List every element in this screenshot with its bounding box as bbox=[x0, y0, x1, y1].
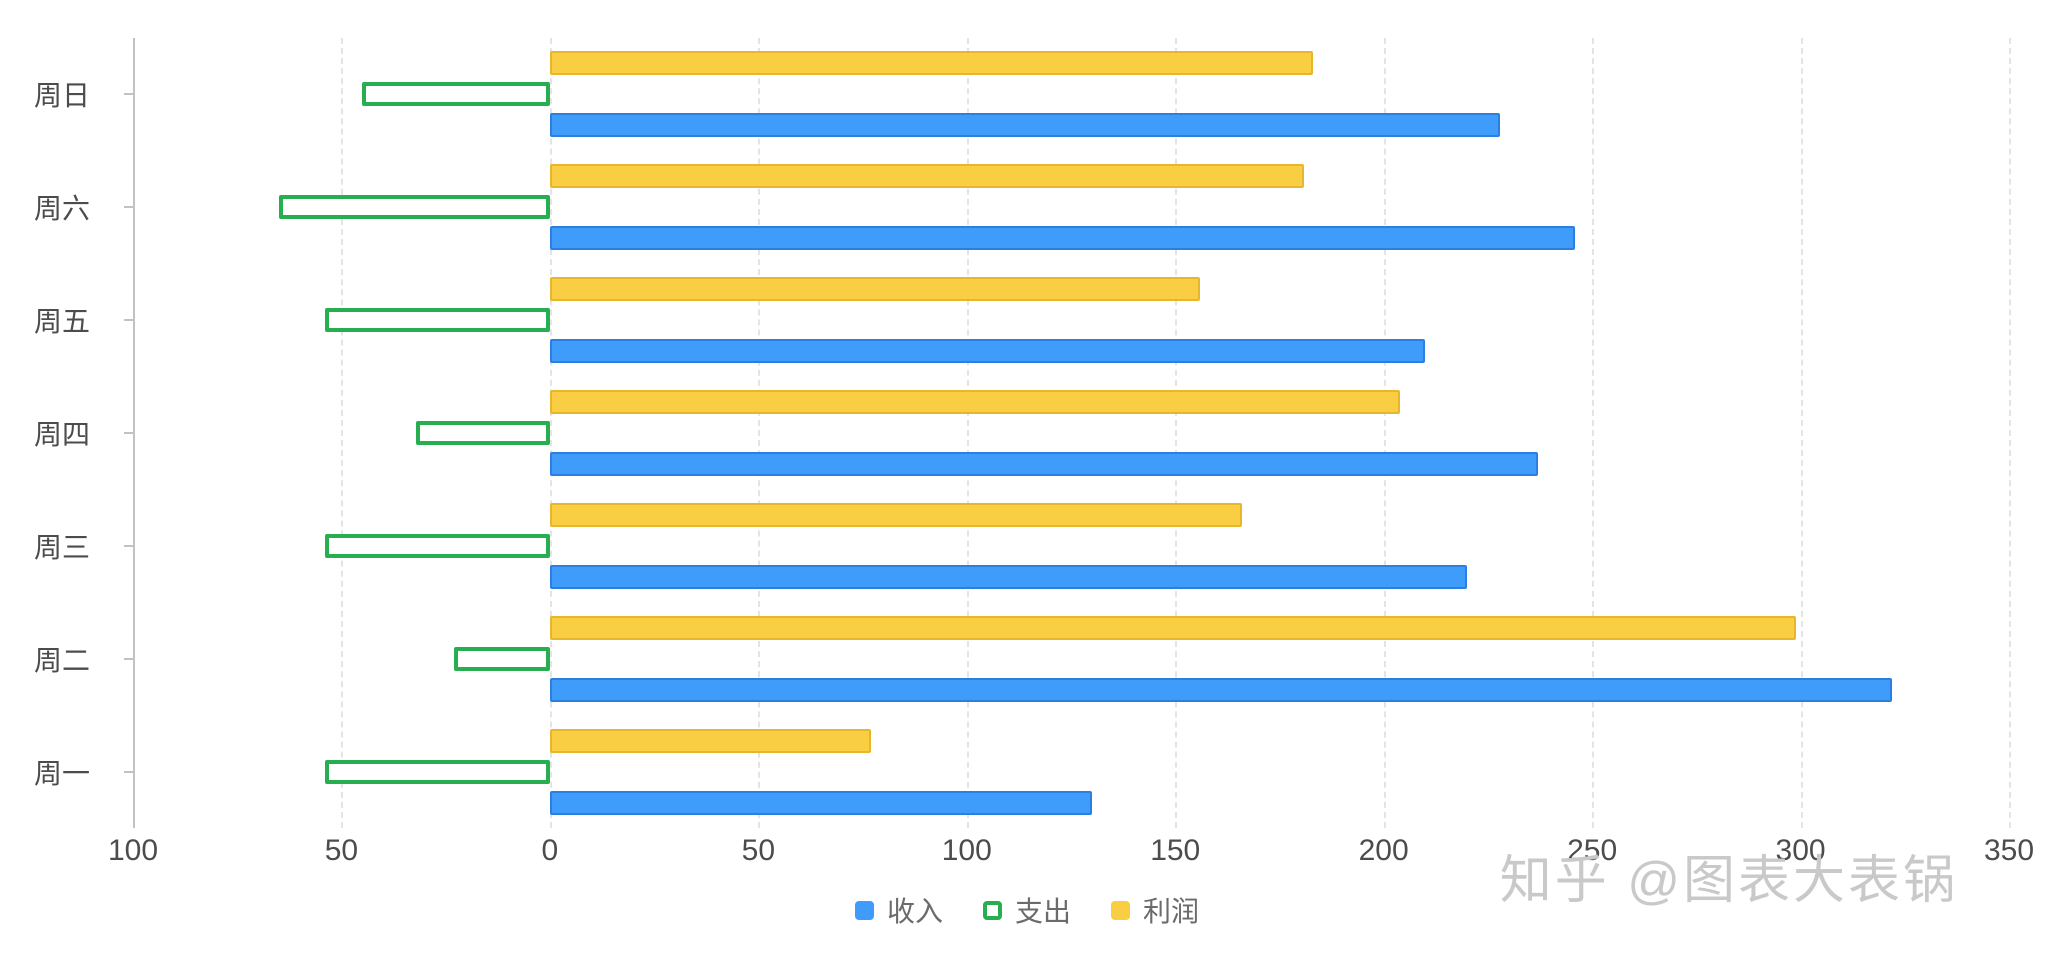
bar-profit-sun[interactable] bbox=[549, 51, 1313, 76]
category-band-sun bbox=[133, 38, 2009, 151]
x-gridline bbox=[2009, 38, 2011, 828]
plot-area bbox=[133, 38, 2011, 828]
x-gridline bbox=[1175, 38, 1178, 828]
x-axis-tick-label: 50 bbox=[324, 834, 359, 867]
y-axis-tick bbox=[124, 544, 133, 547]
bar-row bbox=[133, 646, 2009, 671]
legend-label-income: 收入 bbox=[886, 896, 943, 927]
y-axis-tick bbox=[124, 657, 133, 660]
y-axis-category-label: 周二 bbox=[33, 644, 90, 676]
bar-row bbox=[133, 420, 2009, 445]
category-band-sat bbox=[133, 151, 2009, 264]
bar-expense-tue[interactable] bbox=[454, 646, 550, 671]
bar-profit-sat[interactable] bbox=[549, 164, 1305, 189]
y-axis-tick bbox=[124, 432, 133, 434]
bar-income-thu[interactable] bbox=[549, 451, 1538, 476]
category-band-thu bbox=[133, 377, 2009, 490]
legend-swatch-income bbox=[854, 900, 874, 920]
bar-income-sun[interactable] bbox=[549, 113, 1501, 138]
y-axis-line bbox=[133, 38, 135, 828]
bar-row bbox=[133, 677, 2009, 702]
category-band-tue bbox=[133, 602, 2009, 715]
x-gridline bbox=[758, 38, 761, 828]
y-axis-category-label: 周四 bbox=[33, 419, 90, 450]
y-axis-category-label: 周三 bbox=[33, 531, 90, 563]
bar-profit-tue[interactable] bbox=[549, 615, 1797, 640]
y-axis-category-label: 周六 bbox=[33, 193, 90, 225]
bar-profit-wed[interactable] bbox=[549, 502, 1242, 527]
bar-income-fri[interactable] bbox=[549, 339, 1426, 364]
legend-swatch-expense bbox=[982, 900, 1002, 920]
bar-row bbox=[133, 195, 2009, 220]
x-axis-tick-label: 0 bbox=[541, 834, 559, 867]
bar-row bbox=[133, 51, 2009, 76]
y-axis-tick bbox=[124, 770, 133, 773]
bar-expense-fri[interactable] bbox=[324, 308, 550, 333]
legend-label-profit: 利润 bbox=[1143, 896, 1200, 927]
y-axis-category-label: 周日 bbox=[33, 80, 90, 112]
y-axis-tick bbox=[124, 206, 133, 209]
bar-row bbox=[133, 82, 2009, 107]
y-axis-category-label: 周一 bbox=[33, 757, 90, 789]
y-axis-tick bbox=[124, 319, 133, 322]
legend-item-income[interactable]: 收入 bbox=[854, 890, 943, 930]
bar-row bbox=[133, 759, 2009, 784]
bar-row bbox=[133, 226, 2009, 251]
bar-row bbox=[133, 502, 2009, 527]
category-band-fri bbox=[133, 264, 2009, 377]
bar-row bbox=[133, 389, 2009, 414]
x-axis-tick-label: 350 bbox=[1983, 834, 2035, 867]
x-gridline bbox=[1592, 38, 1595, 828]
legend-label-expense: 支出 bbox=[1014, 896, 1071, 927]
bar-row bbox=[133, 790, 2009, 815]
category-band-wed bbox=[133, 489, 2009, 602]
x-axis-tick-label: 100 bbox=[941, 834, 992, 867]
bar-row bbox=[133, 308, 2009, 333]
x-gridline bbox=[966, 38, 969, 828]
bar-income-tue[interactable] bbox=[549, 677, 1893, 702]
bar-expense-mon[interactable] bbox=[324, 759, 550, 784]
category-band-mon bbox=[133, 715, 2009, 828]
bar-profit-mon[interactable] bbox=[549, 728, 871, 753]
x-gridline bbox=[341, 38, 344, 828]
bar-row bbox=[133, 339, 2009, 364]
bar-expense-thu[interactable] bbox=[416, 420, 550, 445]
x-gridline bbox=[549, 38, 552, 828]
chart-legend: 收入 支出 利润 bbox=[0, 890, 2054, 930]
y-axis-ticks bbox=[124, 38, 133, 828]
y-axis-category-label: 周五 bbox=[33, 306, 90, 338]
x-axis-tick-label: 200 bbox=[1358, 834, 1409, 867]
bar-row bbox=[133, 615, 2009, 640]
bar-row bbox=[133, 277, 2009, 302]
x-axis-tick-label: 300 bbox=[1775, 834, 1826, 867]
bar-expense-sat[interactable] bbox=[278, 195, 550, 220]
x-gridline bbox=[1800, 38, 1803, 828]
x-axis-labels: 100 50 0 50 100 150 200 250 300 350 bbox=[108, 834, 2034, 874]
bar-profit-fri[interactable] bbox=[549, 277, 1201, 302]
watermark: 知乎 @图表大表锅 bbox=[1499, 852, 1958, 910]
bar-row bbox=[133, 164, 2009, 189]
x-axis-tick-label: 150 bbox=[1150, 834, 1201, 867]
bar-row bbox=[133, 564, 2009, 589]
y-axis-tick bbox=[124, 93, 133, 96]
x-axis-tick-label: 100 bbox=[107, 834, 159, 867]
legend-swatch-profit bbox=[1111, 900, 1130, 920]
y-axis-labels: 周日周六周五周四周三周二周一 bbox=[0, 38, 112, 828]
bar-expense-sun[interactable] bbox=[362, 82, 550, 107]
legend-item-profit[interactable]: 利润 bbox=[1111, 890, 1199, 930]
bar-income-sat[interactable] bbox=[549, 226, 1576, 251]
bar-row bbox=[133, 533, 2009, 558]
bar-income-wed[interactable] bbox=[549, 564, 1468, 589]
x-gridline bbox=[1383, 38, 1386, 828]
bar-row bbox=[133, 113, 2009, 138]
bar-profit-thu[interactable] bbox=[549, 389, 1401, 414]
bar-expense-wed[interactable] bbox=[324, 533, 550, 558]
bar-row bbox=[133, 728, 2009, 753]
x-axis-tick-label: 50 bbox=[741, 834, 776, 867]
bar-row bbox=[133, 451, 2009, 476]
x-axis-tick-label: 250 bbox=[1567, 834, 1618, 867]
bar-income-mon[interactable] bbox=[549, 790, 1092, 815]
legend-item-expense[interactable]: 支出 bbox=[982, 890, 1071, 930]
